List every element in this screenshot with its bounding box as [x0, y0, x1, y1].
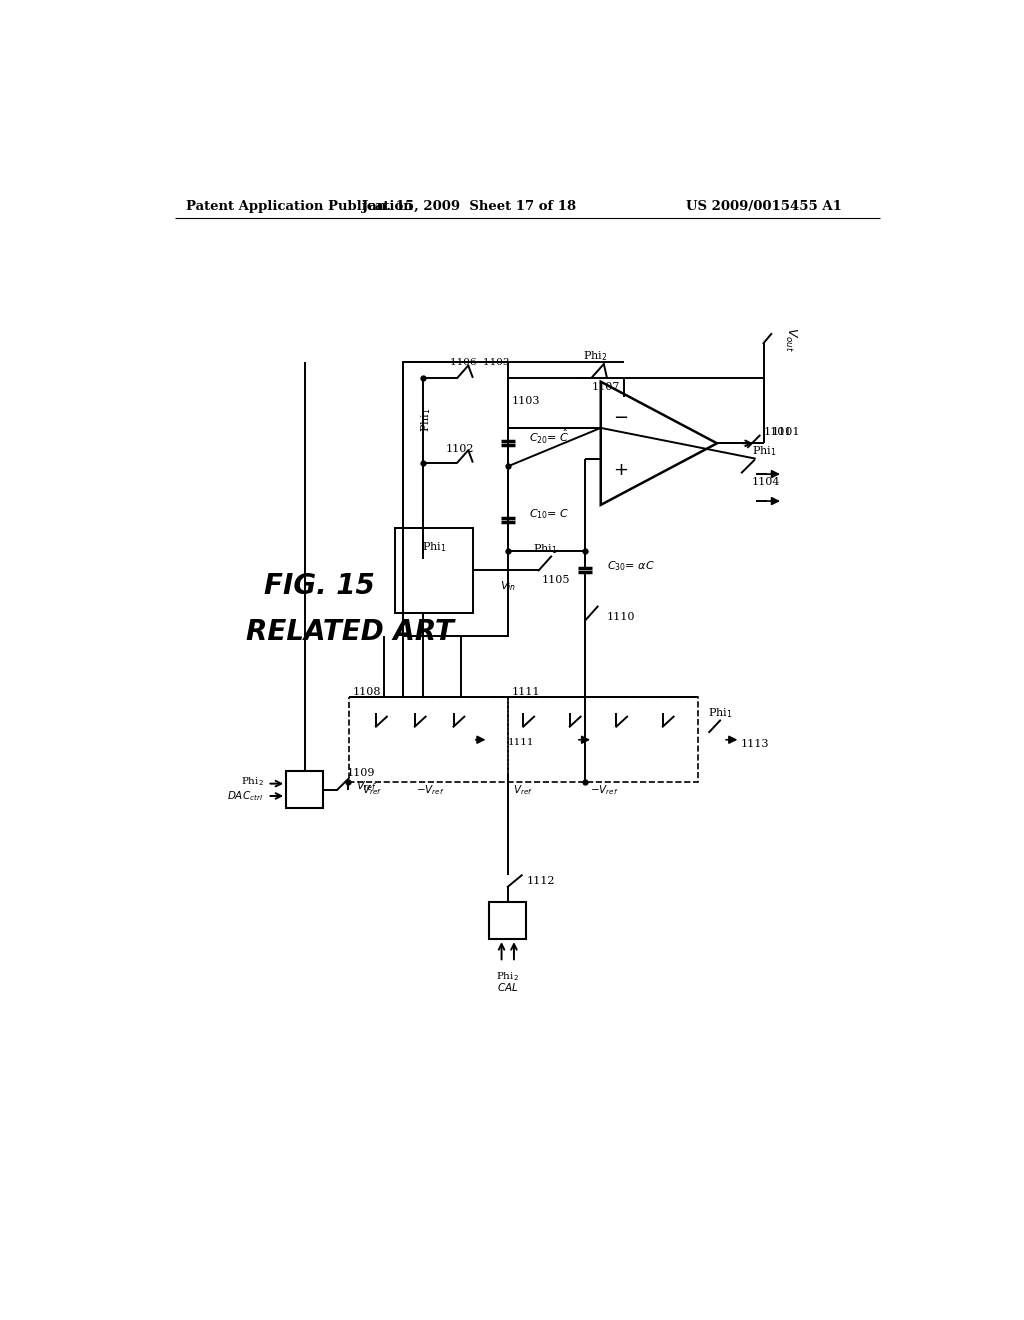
Text: $-V_{ref}$: $-V_{ref}$: [416, 783, 444, 797]
Text: Phi$_1$: Phi$_1$: [420, 408, 433, 433]
Text: 1111: 1111: [508, 738, 535, 747]
Bar: [508, 697, 697, 781]
Text: 1101: 1101: [764, 426, 792, 437]
Text: $V_{ref}$: $V_{ref}$: [513, 783, 534, 797]
Text: $+$: $+$: [612, 461, 628, 479]
Text: FIG. 15: FIG. 15: [263, 572, 375, 599]
Text: $-V_{ref}$: $-V_{ref}$: [590, 783, 618, 797]
Text: Phi$_2$: Phi$_2$: [241, 776, 263, 788]
Text: Phi$_1$: Phi$_1$: [752, 444, 776, 458]
Text: 1109: 1109: [346, 768, 375, 777]
Text: 1107: 1107: [591, 381, 620, 392]
Text: 1110: 1110: [607, 611, 636, 622]
Text: $-$: $-$: [612, 408, 628, 425]
Text: $V_{ref}$: $V_{ref}$: [356, 779, 377, 793]
Text: RELATED ART: RELATED ART: [246, 618, 454, 645]
Text: $DAC_{ctrl}$: $DAC_{ctrl}$: [227, 789, 263, 803]
Bar: [349, 697, 508, 781]
Text: 1103: 1103: [512, 396, 540, 407]
Text: Phi$_1$: Phi$_1$: [422, 540, 446, 554]
Text: US 2009/0015455 A1: US 2009/0015455 A1: [686, 199, 842, 213]
Text: Phi$_1$: Phi$_1$: [708, 706, 732, 719]
Text: Phi$_2$: Phi$_2$: [497, 970, 519, 982]
Text: 1102: 1102: [445, 445, 474, 454]
Text: $C_{30}$= $\alpha$$C$: $C_{30}$= $\alpha$$C$: [607, 560, 655, 573]
Bar: [403, 363, 508, 636]
Text: 1104: 1104: [752, 477, 780, 487]
Bar: [489, 903, 526, 940]
Text: 1106  1103: 1106 1103: [450, 358, 509, 367]
Text: 1101: 1101: [771, 426, 800, 437]
Text: $V_{out}$: $V_{out}$: [783, 327, 798, 352]
Bar: [286, 771, 324, 808]
Text: $C_{10}$= $C$: $C_{10}$= $C$: [529, 507, 570, 521]
Text: 1111: 1111: [512, 686, 540, 697]
Text: Patent Application Publication: Patent Application Publication: [186, 199, 413, 213]
Text: $C_{20}$= $\hat{C}$: $C_{20}$= $\hat{C}$: [529, 428, 570, 446]
Text: Phi$_2$: Phi$_2$: [583, 350, 607, 363]
Text: $CAL$: $CAL$: [497, 981, 518, 993]
Text: 1108: 1108: [352, 686, 381, 697]
Text: 1112: 1112: [527, 875, 556, 886]
Text: $V_{in}$: $V_{in}$: [500, 579, 516, 593]
Text: 1105: 1105: [542, 574, 570, 585]
Text: Jan. 15, 2009  Sheet 17 of 18: Jan. 15, 2009 Sheet 17 of 18: [361, 199, 577, 213]
Text: Phi$_1$: Phi$_1$: [532, 543, 557, 556]
Text: $V_{ref}$: $V_{ref}$: [362, 783, 382, 797]
Bar: [395, 528, 473, 612]
Text: 1113: 1113: [740, 739, 769, 748]
